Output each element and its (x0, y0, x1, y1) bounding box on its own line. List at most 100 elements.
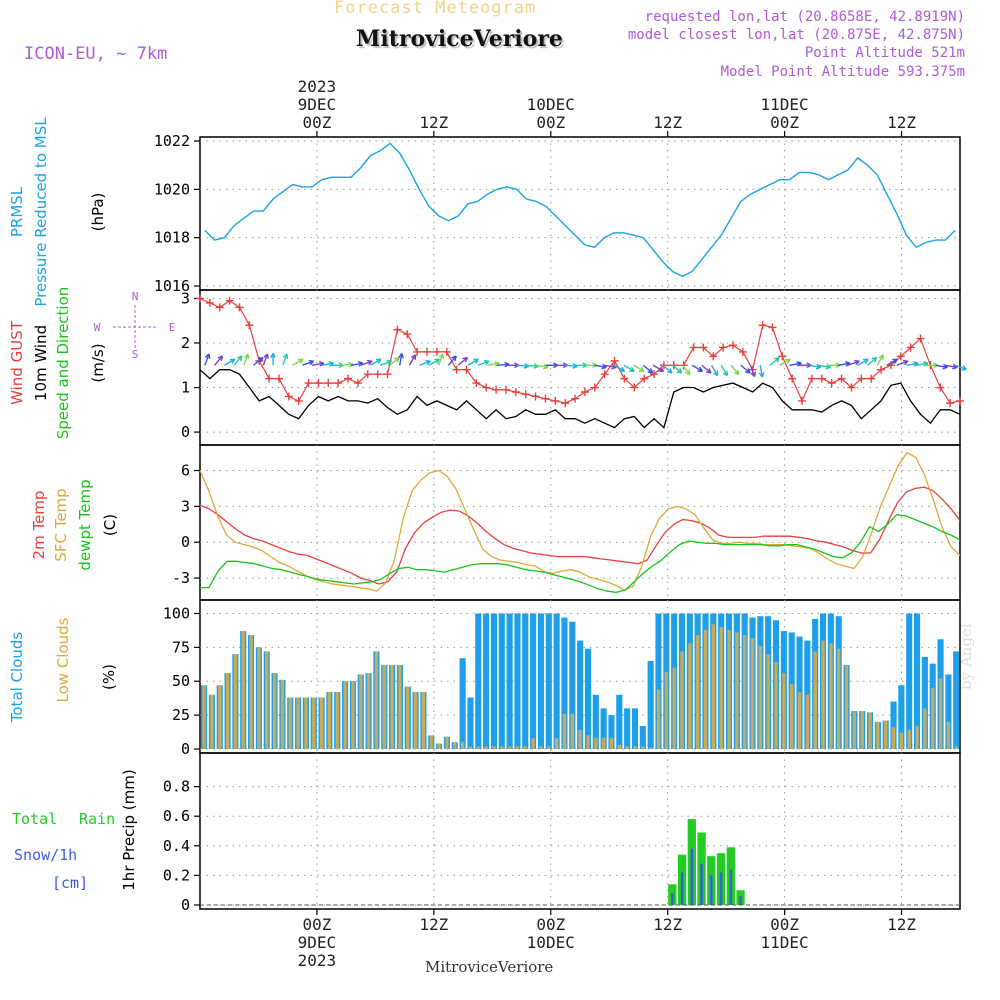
low-cloud-bar (601, 738, 606, 749)
bottom-time-label: 9DEC (298, 933, 337, 952)
wind-arrow-head (722, 370, 728, 377)
wind-direction-arrow (204, 353, 210, 366)
wind-direction-arrow (808, 364, 821, 369)
bottom-time-label: 12Z (887, 915, 916, 934)
top-time-label: 10DEC (527, 95, 575, 114)
total-cloud-bar (467, 697, 474, 749)
wind-arrow-head (229, 358, 236, 364)
wind-arrow-head (902, 359, 909, 366)
wind-direction-arrow (935, 364, 948, 369)
low-cloud-bar (829, 643, 833, 749)
gust-marker (413, 347, 422, 356)
gust-marker (768, 323, 777, 332)
low-cloud-bar (366, 673, 371, 749)
low-cloud-bar (719, 627, 723, 749)
wind-direction-arrow (360, 360, 373, 366)
wind-direction-arrow (633, 364, 645, 372)
compass-w: W (94, 321, 101, 334)
wind-direction-arrow (526, 364, 539, 368)
low-cloud-bar (460, 742, 465, 749)
low-cloud-bar (210, 694, 214, 749)
y-tick-label: 1016 (154, 277, 190, 295)
wind-direction-arrow (876, 354, 884, 366)
model-label: ICON-EU, ~ 7km (24, 44, 168, 64)
pressure-units: (hPa) (89, 193, 107, 232)
wind-direction-arrow (906, 362, 919, 366)
wind-direction-arrow (866, 357, 878, 366)
low-cloud-bar (633, 746, 637, 749)
low-cloud-bar (429, 735, 433, 749)
gust-marker (896, 352, 905, 361)
total-cloud-bar (584, 648, 592, 749)
low-cloud-bar (296, 697, 300, 749)
gust-marker (946, 399, 955, 408)
total-cloud-bar (655, 613, 662, 749)
gust-marker (501, 385, 510, 394)
wind-arrow-head (697, 366, 704, 372)
top-time-label: 00Z (536, 113, 565, 132)
low-cloud-bar (500, 746, 504, 749)
gust-marker (719, 343, 728, 352)
total-cloud-bar (498, 613, 505, 749)
total-cloud-bar (898, 685, 905, 749)
y-tick-label: 0 (181, 896, 190, 914)
wind-direction-arrow (604, 364, 617, 369)
wind-arrow-head (878, 354, 884, 360)
top-time-label: 9DEC (298, 95, 337, 114)
low-cloud-bar (249, 635, 253, 749)
y-tick-label: -3 (172, 569, 190, 587)
temp-line-1 (199, 486, 961, 585)
model-altitude: Model Point Altitude 593.375m (720, 64, 965, 80)
wind-arrow-head (685, 369, 691, 376)
total-cloud-bar (913, 613, 921, 749)
total-cloud-bar (890, 701, 897, 749)
product-title: Forecast Meteogram (334, 0, 537, 18)
wind-direction-arrow (720, 364, 728, 377)
low-cloud-bar (617, 744, 621, 749)
gust-marker (403, 330, 412, 339)
snow-label: Snow/1h (14, 846, 77, 864)
wind-arrow-head (451, 355, 457, 362)
low-cloud-bar (406, 686, 410, 749)
low-cloud-bar (703, 629, 708, 749)
total-cloud-bar (514, 613, 521, 749)
wind-arrow-head (386, 359, 393, 366)
wind-direction-arrow (886, 358, 898, 366)
wind-direction-arrow (916, 362, 929, 366)
gust-marker (788, 374, 797, 383)
gust-marker (640, 374, 649, 383)
low-cloud-bar (860, 711, 864, 749)
gust-marker (936, 383, 945, 392)
gust-marker (284, 392, 293, 401)
wind-direction-arrow (302, 360, 314, 366)
wind-direction-arrow (311, 362, 324, 366)
wind-arrow-head (961, 365, 967, 371)
low-cloud-bar (202, 685, 206, 749)
wind-direction-arrow (847, 360, 860, 366)
gust-marker (304, 379, 313, 388)
total-cloud-bar (483, 613, 490, 749)
gust-marker (225, 296, 234, 305)
wind-arrow-head (263, 353, 269, 360)
wind-arrow-head (750, 371, 756, 378)
wind-direction-arrow (516, 364, 529, 368)
gust-marker (531, 392, 540, 401)
total-cloud-bar (647, 660, 654, 749)
gust-marker (314, 379, 323, 388)
low-cloud-bar (946, 721, 951, 749)
low-cloud-bar (938, 678, 943, 749)
wind-direction-arrow (292, 358, 304, 366)
gust-marker (482, 383, 491, 392)
wind-direction-arrow (214, 355, 223, 366)
low-clouds-label: Low Clouds (54, 617, 72, 702)
low-cloud-bar (343, 681, 347, 749)
gust-marker (452, 365, 461, 374)
gust-marker (492, 385, 501, 394)
wind-direction-arrow (370, 358, 382, 366)
total-cloud-bar (530, 613, 537, 749)
gust-marker (196, 294, 204, 303)
wind-direction-arrow (224, 358, 236, 366)
total-cloud-bar (545, 613, 552, 749)
gust-marker (610, 356, 619, 365)
wind-direction-arrow (642, 364, 653, 374)
